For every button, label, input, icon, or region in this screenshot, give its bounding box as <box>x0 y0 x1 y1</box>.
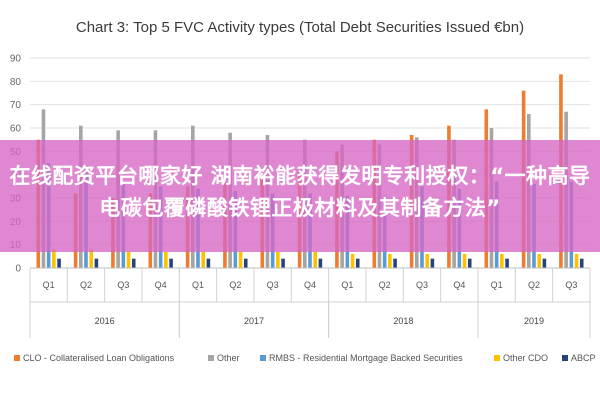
x-tick-label: Q4 <box>155 280 167 290</box>
bar <box>57 258 61 268</box>
legend-label: Other <box>217 353 240 363</box>
bar <box>425 254 429 268</box>
bar <box>276 251 280 268</box>
bar <box>126 251 131 268</box>
y-tick-label: 80 <box>10 77 22 88</box>
bar <box>281 258 285 268</box>
x-tick-label: Q2 <box>229 280 241 290</box>
legend-swatch <box>208 355 214 361</box>
x-tick-label: Q1 <box>491 280 503 290</box>
legend-label: RMBS - Residential Mortgage Backed Secur… <box>269 353 463 363</box>
year-label: 2016 <box>95 316 115 326</box>
bar <box>574 254 579 268</box>
bar <box>350 254 355 268</box>
y-tick-label: 60 <box>10 124 22 135</box>
bar <box>318 258 323 268</box>
x-tick-label: Q2 <box>379 280 391 290</box>
bar <box>579 258 584 268</box>
bar <box>505 258 509 268</box>
bar <box>393 258 397 268</box>
bar <box>52 249 56 268</box>
bar <box>355 258 360 268</box>
x-tick-label: Q3 <box>416 280 428 290</box>
legend-swatch <box>494 355 500 361</box>
year-label: 2018 <box>393 316 413 326</box>
x-tick-label: Q1 <box>43 280 55 290</box>
legend-label: CLO - Collateralised Loan Obligations <box>23 353 175 363</box>
bar <box>238 251 243 268</box>
bar <box>537 254 541 268</box>
y-tick-label: 0 <box>15 264 21 275</box>
bar <box>89 249 93 268</box>
year-label: 2017 <box>244 316 264 326</box>
overlay-banner <box>0 140 600 252</box>
x-tick-label: Q1 <box>192 280 204 290</box>
x-tick-label: Q3 <box>267 280 279 290</box>
legend: CLO - Collateralised Loan Obligations Oth… <box>14 353 596 363</box>
bar <box>430 258 435 268</box>
bar <box>462 254 467 268</box>
x-tick-label: Q4 <box>304 280 316 290</box>
legend-label: Other CDO <box>503 353 548 363</box>
x-tick-label: Q1 <box>341 280 353 290</box>
overlay-headline: 在线配资平台哪家好 湖南裕能获得发明专利授权：“一种高导电碳包覆磷酸铁锂正极材料… <box>9 164 591 220</box>
x-tick-label: Q3 <box>565 280 577 290</box>
bar <box>94 258 99 268</box>
x-tick-label: Q2 <box>528 280 540 290</box>
x-axis-labels: Q1 Q2 Q3 Q4 Q1 Q2 Q3 Q4 Q1 Q2 Q3 Q4 Q1 Q2 Q3 2016 2017 20… <box>29 267 591 338</box>
bar <box>467 258 472 268</box>
chart-title: Chart 3: Top 5 FVC Activity types (Total… <box>76 19 524 36</box>
bar <box>169 258 173 268</box>
bar <box>206 258 211 268</box>
bar <box>313 251 317 268</box>
bar <box>542 258 547 268</box>
x-tick-label: Q2 <box>80 280 92 290</box>
legend-swatch <box>562 355 568 361</box>
legend-swatch <box>260 355 266 361</box>
bar <box>243 258 248 268</box>
y-tick-label: 70 <box>10 100 22 111</box>
x-tick-label: Q3 <box>117 280 129 290</box>
legend-swatch <box>14 355 20 361</box>
legend-label: ABCP <box>571 353 596 363</box>
y-tick-label: 90 <box>10 54 22 65</box>
bar <box>500 254 504 268</box>
year-label: 2019 <box>524 316 544 326</box>
bar <box>131 258 136 268</box>
bar <box>201 251 205 268</box>
bar <box>388 254 392 268</box>
bar <box>164 251 168 268</box>
x-tick-label: Q4 <box>453 280 465 290</box>
